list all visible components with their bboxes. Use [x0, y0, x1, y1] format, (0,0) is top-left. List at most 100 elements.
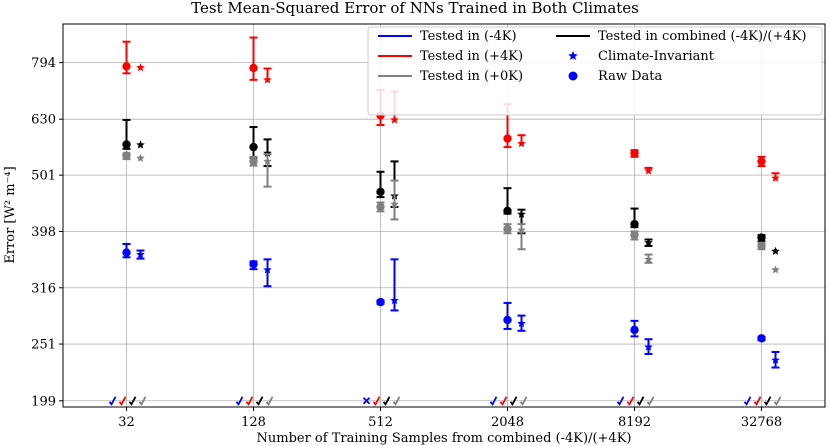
y-tick-label: 316 [31, 281, 56, 296]
baseline-check-glyph [372, 396, 381, 406]
legend-label: Raw Data [598, 69, 662, 84]
raw-data-point [630, 149, 639, 158]
climate-invariant-point [136, 63, 145, 72]
baseline-check-glyph [392, 396, 401, 406]
y-axis-title: Error [W² m⁻⁴] [3, 166, 18, 263]
legend-label: Tested in (-4K) [420, 29, 517, 44]
climate-invariant-point [136, 250, 145, 259]
climate-invariant-point [771, 173, 780, 182]
raw-data-point [376, 187, 385, 197]
baseline-cross-glyph [362, 397, 371, 405]
raw-data-point [503, 315, 512, 325]
baseline-check-glyph [509, 396, 518, 406]
raw-data-point [503, 224, 512, 234]
legend-label: Tested in (+4K) [420, 49, 523, 64]
x-tick-label: 512 [368, 415, 393, 430]
raw-data-point [122, 151, 131, 160]
legend-label: Climate-Invariant [598, 49, 715, 64]
y-tick-label: 251 [31, 338, 56, 353]
plot-frame [62, 23, 826, 408]
baseline-check-glyph [616, 396, 625, 406]
baseline-glyphs [108, 396, 782, 406]
y-tick-label: 398 [31, 225, 56, 240]
raw-data-point [757, 157, 766, 166]
x-axis-ticks: 32 128 512 2048 8192 32768 [118, 407, 782, 430]
baseline-check-glyph [743, 396, 752, 406]
climate-invariant-point [263, 75, 272, 84]
x-tick-label: 128 [241, 415, 266, 430]
climate-invariant-point [644, 254, 653, 263]
legend-label: Tested in (+0K) [420, 69, 523, 84]
x-tick-label: 32 [118, 415, 135, 430]
climate-invariant-point [517, 139, 526, 148]
baseline-check-glyph [118, 396, 127, 406]
x-tick-label: 8192 [618, 415, 651, 430]
baseline-check-glyph [128, 396, 137, 406]
baseline-check-glyph [636, 396, 645, 406]
baseline-check-glyph [753, 396, 762, 406]
baseline-check-glyph [519, 396, 528, 406]
raw-data-point [757, 233, 766, 242]
raw-data-point [503, 206, 512, 216]
y-tick-label: 501 [31, 169, 56, 184]
raw-data-point [122, 140, 131, 149]
baseline-check-glyph [773, 396, 782, 406]
baseline-check-glyph [626, 396, 635, 406]
raw-data-point [249, 142, 258, 152]
raw-data-point [249, 260, 258, 269]
baseline-check-glyph [245, 396, 254, 406]
climate-invariant-point [771, 246, 780, 255]
raw-data-point [630, 325, 639, 335]
chart-title: Test Mean-Squared Error of NNs Trained i… [191, 0, 639, 17]
climate-invariant-point [517, 225, 526, 234]
y-axis-ticks: 199 251 316 398 501 630 794 [31, 56, 63, 409]
baseline-check-glyph [235, 396, 244, 406]
climate-invariant-point [136, 153, 145, 162]
raw-data-point [249, 157, 258, 166]
baseline-check-glyph [255, 396, 264, 406]
climate-invariant-point [517, 209, 526, 218]
climate-invariant-point [390, 115, 399, 124]
climate-invariant-point [771, 265, 780, 274]
baseline-check-glyph [108, 396, 117, 406]
y-tick-label: 630 [31, 113, 56, 128]
raw-data-point [757, 334, 766, 343]
baseline-check-glyph [646, 396, 655, 406]
legend: Tested in (-4K) Tested in combined (-4K)/… [367, 26, 823, 116]
raw-data-point [376, 297, 385, 307]
climate-invariant-point [263, 265, 272, 274]
baseline-check-glyph [265, 396, 274, 406]
climate-invariant-point [390, 295, 399, 305]
data-marks [122, 36, 780, 369]
climate-invariant-point [644, 238, 653, 247]
raw-data-point [122, 248, 131, 257]
climate-invariant-point [390, 199, 399, 208]
raw-data-point [630, 230, 639, 240]
climate-invariant-point [644, 166, 653, 175]
raw-data-point [503, 134, 512, 143]
baseline-check-glyph [138, 396, 147, 406]
baseline-check-glyph [499, 396, 508, 406]
raw-data-point [376, 202, 385, 212]
x-axis-title: Number of Training Samples from combined… [257, 431, 632, 446]
raw-data-point [249, 63, 258, 73]
y-tick-label: 199 [31, 394, 56, 409]
legend-star-swatch [568, 51, 578, 61]
raw-data-point [122, 62, 131, 71]
climate-invariant-point [771, 355, 780, 364]
y-tick-label: 794 [31, 56, 56, 71]
climate-invariant-point [263, 156, 272, 166]
climate-invariant-point [644, 342, 653, 351]
legend-box [367, 26, 823, 116]
raw-data-point [630, 219, 639, 229]
legend-circle-swatch [568, 71, 578, 81]
baseline-check-glyph [382, 396, 391, 406]
climate-invariant-point [517, 319, 526, 328]
x-tick-label: 32768 [741, 415, 782, 430]
baseline-check-glyph [489, 396, 498, 406]
x-tick-label: 2048 [491, 415, 524, 430]
legend-label: Tested in combined (-4K)/(+4K) [598, 29, 806, 44]
baseline-check-glyph [763, 396, 772, 406]
climate-invariant-point [136, 140, 145, 149]
